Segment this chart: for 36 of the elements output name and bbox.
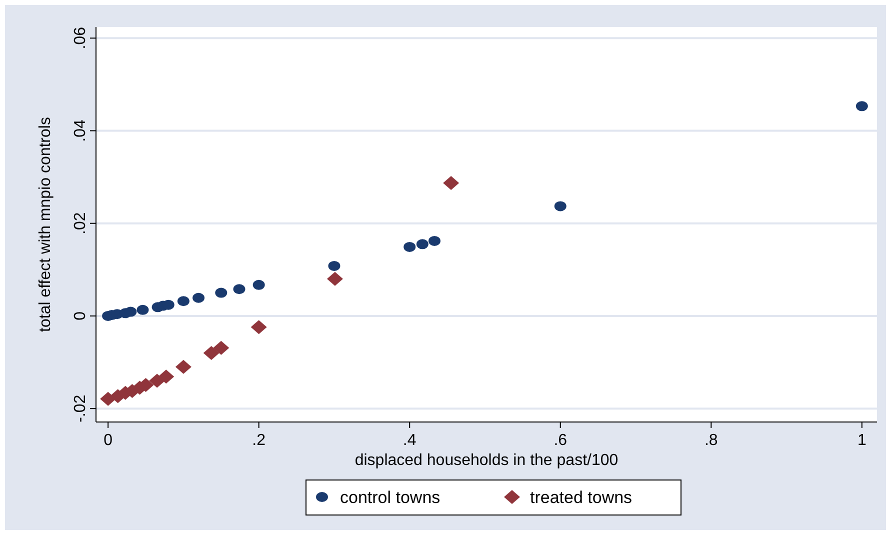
point bbox=[175, 360, 192, 374]
y-tick-label: .06 bbox=[72, 26, 89, 50]
point bbox=[404, 242, 416, 252]
point bbox=[252, 280, 265, 290]
point bbox=[158, 370, 174, 384]
y-tick-label: 0 bbox=[72, 311, 89, 320]
point bbox=[328, 260, 340, 271]
x-axis-title: displaced households in the past/100 bbox=[354, 452, 618, 469]
point bbox=[124, 306, 137, 317]
point bbox=[149, 374, 166, 388]
x-tick-label: .6 bbox=[554, 432, 568, 449]
x-tick-label: .2 bbox=[252, 432, 266, 449]
legend-label: control towns bbox=[340, 488, 440, 507]
x-tick-label: .4 bbox=[402, 432, 416, 449]
point bbox=[554, 201, 566, 212]
x-tick-label: .8 bbox=[704, 432, 718, 449]
point bbox=[326, 272, 343, 286]
point bbox=[213, 340, 230, 355]
y-axis-title: total effect with mnpio controls bbox=[37, 117, 54, 332]
point bbox=[233, 284, 246, 294]
point bbox=[192, 292, 205, 303]
point bbox=[428, 236, 440, 246]
legend-label: treated towns bbox=[530, 488, 632, 507]
y-tick-label: .04 bbox=[72, 120, 89, 142]
point bbox=[177, 296, 190, 306]
x-tick-label: 0 bbox=[104, 432, 113, 449]
point bbox=[416, 239, 428, 250]
y-tick-label: -.02 bbox=[72, 394, 89, 422]
point bbox=[443, 176, 460, 190]
y-tick-label: .02 bbox=[72, 212, 89, 234]
point bbox=[250, 320, 267, 334]
point bbox=[856, 101, 868, 112]
point bbox=[136, 304, 149, 315]
point bbox=[203, 346, 220, 360]
x-tick-label: 1 bbox=[857, 432, 866, 449]
point bbox=[215, 288, 228, 298]
